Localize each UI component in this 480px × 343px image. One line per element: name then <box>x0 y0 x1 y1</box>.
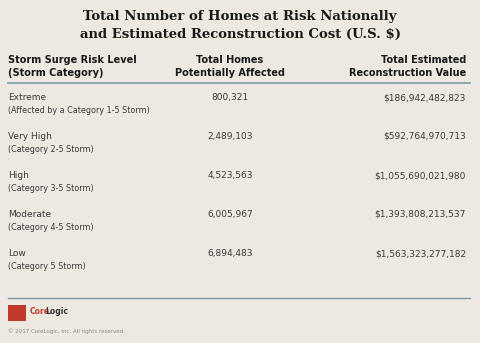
Text: 4,523,563: 4,523,563 <box>207 171 253 180</box>
Text: Logic: Logic <box>45 307 68 316</box>
Text: 2,489,103: 2,489,103 <box>207 132 253 141</box>
Text: (Category 2-5 Storm): (Category 2-5 Storm) <box>8 145 94 154</box>
Text: Extreme: Extreme <box>8 93 46 102</box>
Text: (Category 3-5 Storm): (Category 3-5 Storm) <box>8 184 94 193</box>
Text: (Affected by a Category 1-5 Storm): (Affected by a Category 1-5 Storm) <box>8 106 150 115</box>
Text: $1,563,323,277,182: $1,563,323,277,182 <box>375 249 466 258</box>
Text: and Estimated Reconstruction Cost (U.S. $): and Estimated Reconstruction Cost (U.S. … <box>80 28 400 41</box>
Text: Very High: Very High <box>8 132 52 141</box>
Text: $186,942,482,823: $186,942,482,823 <box>384 93 466 102</box>
Text: 800,321: 800,321 <box>211 93 249 102</box>
Text: $1,393,808,213,537: $1,393,808,213,537 <box>374 210 466 219</box>
Bar <box>8 305 26 321</box>
Text: Total Homes
Potentially Affected: Total Homes Potentially Affected <box>175 55 285 78</box>
Text: $1,055,690,021,980: $1,055,690,021,980 <box>374 171 466 180</box>
Text: Total Estimated
Reconstruction Value: Total Estimated Reconstruction Value <box>349 55 466 78</box>
Text: (Category 5 Storm): (Category 5 Storm) <box>8 262 86 271</box>
Text: Total Number of Homes at Risk Nationally: Total Number of Homes at Risk Nationally <box>83 10 397 23</box>
Text: High: High <box>8 171 29 180</box>
Text: 6,005,967: 6,005,967 <box>207 210 253 219</box>
Text: 6,894,483: 6,894,483 <box>207 249 253 258</box>
Text: $592,764,970,713: $592,764,970,713 <box>383 132 466 141</box>
Text: Core: Core <box>30 307 50 316</box>
Text: (Category 4-5 Storm): (Category 4-5 Storm) <box>8 223 94 232</box>
Text: © 2017 CoreLogic, Inc. All rights reserved.: © 2017 CoreLogic, Inc. All rights reserv… <box>8 328 125 334</box>
Text: Low: Low <box>8 249 26 258</box>
Text: Storm Surge Risk Level
(Storm Category): Storm Surge Risk Level (Storm Category) <box>8 55 137 78</box>
Text: Moderate: Moderate <box>8 210 51 219</box>
